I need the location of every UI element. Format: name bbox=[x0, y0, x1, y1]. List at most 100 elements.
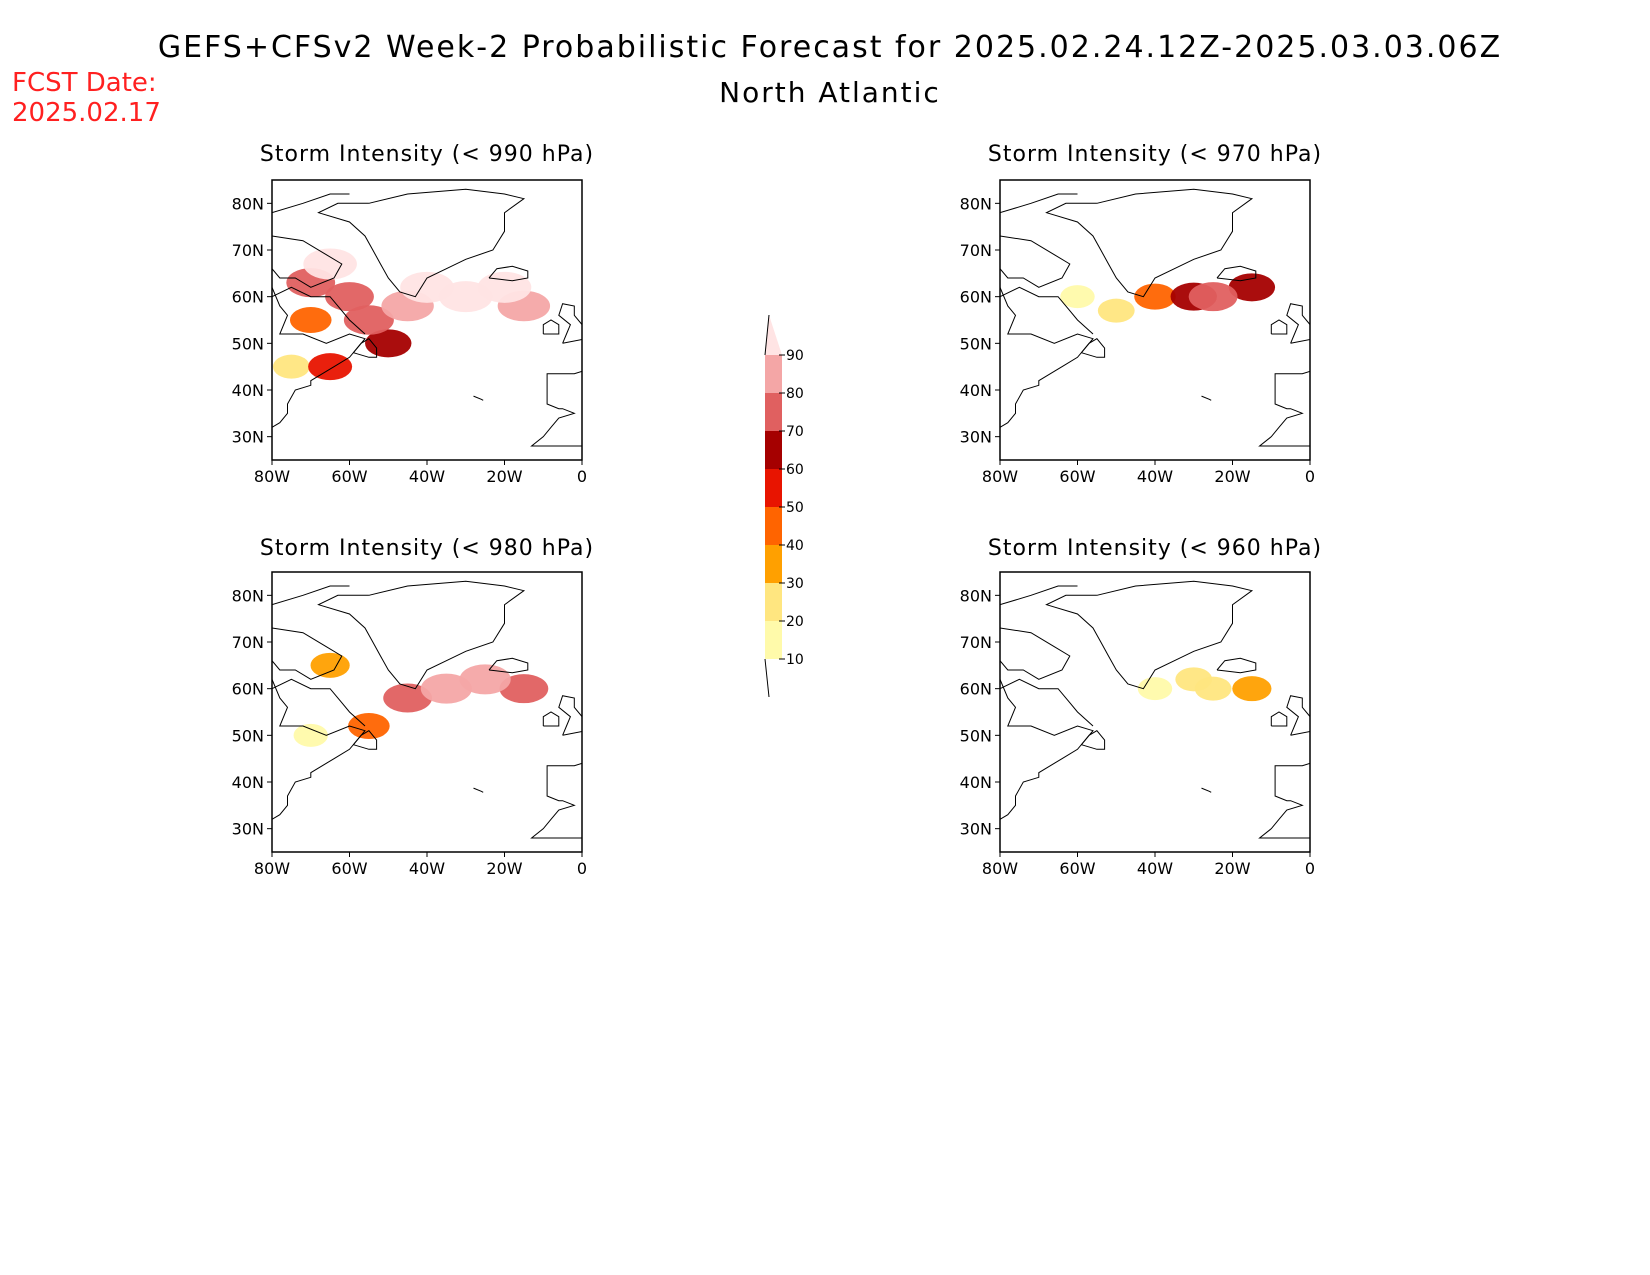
coastline bbox=[1216, 657, 1257, 674]
colorbar-swatch bbox=[765, 507, 782, 545]
lat-tick-label: 30N bbox=[232, 428, 264, 447]
lon-tick-label: 0 bbox=[577, 467, 587, 486]
lat-tick-label: 30N bbox=[960, 428, 992, 447]
probability-field bbox=[272, 248, 551, 381]
coastline bbox=[1000, 585, 1078, 606]
coastline bbox=[353, 730, 378, 750]
coastline bbox=[488, 265, 529, 282]
colorbar-label: 80 bbox=[786, 386, 804, 402]
colorbar-label: 40 bbox=[786, 538, 804, 554]
coastline bbox=[1216, 265, 1257, 282]
coastline bbox=[530, 762, 582, 839]
lat-tick-label: 70N bbox=[960, 633, 992, 652]
lat-tick-label: 40N bbox=[232, 381, 264, 400]
probability-cell bbox=[308, 353, 353, 381]
probability-cell bbox=[499, 674, 549, 704]
coastlines bbox=[272, 580, 582, 839]
probability-cell bbox=[459, 664, 511, 695]
colorbar-label: 90 bbox=[786, 348, 804, 364]
probability-cell bbox=[293, 723, 328, 747]
coastline bbox=[542, 711, 560, 727]
probability-cell bbox=[343, 305, 394, 335]
coastline bbox=[353, 338, 378, 358]
colorbar-label: 10 bbox=[786, 652, 804, 668]
lat-tick-label: 60N bbox=[232, 680, 264, 699]
map-panel-960: 80N 70N 60N 50N 40N 30N 80W 60W 40W 20W 0 bbox=[960, 571, 1315, 878]
coastline bbox=[1000, 678, 1094, 727]
lat-tick-label: 40N bbox=[960, 381, 992, 400]
fcst-date-label: FCST Date: bbox=[12, 68, 157, 98]
colorbar-cap-top bbox=[765, 315, 782, 355]
lon-tick-label: 0 bbox=[577, 859, 587, 878]
probability-field bbox=[1060, 273, 1276, 323]
lat-tick-label: 60N bbox=[232, 288, 264, 307]
coastline bbox=[1000, 286, 1094, 335]
coastline bbox=[1201, 395, 1212, 401]
coastline bbox=[272, 235, 343, 288]
lon-tick-label: 40W bbox=[1137, 859, 1173, 878]
lat-tick-label: 30N bbox=[960, 820, 992, 839]
lon-tick-label: 0 bbox=[1305, 859, 1315, 878]
probability-field bbox=[1137, 667, 1272, 702]
coastline bbox=[272, 678, 366, 727]
lat-tick-label: 50N bbox=[960, 726, 992, 745]
map-panel-990: 80N 70N 60N 50N 40N 30N 80W 60W 40W 20W 0 bbox=[232, 179, 587, 486]
probability-cell bbox=[325, 282, 374, 312]
coastline bbox=[1045, 580, 1254, 690]
coastline bbox=[1000, 679, 1094, 820]
lat-tick-label: 80N bbox=[960, 194, 992, 213]
lon-tick-label: 20W bbox=[486, 859, 522, 878]
lon-tick-label: 40W bbox=[409, 467, 445, 486]
coastline bbox=[272, 286, 366, 335]
panel-title-990: Storm Intensity (< 990 hPa) bbox=[259, 142, 595, 167]
coastline bbox=[1045, 188, 1254, 298]
lat-tick-label: 60N bbox=[960, 288, 992, 307]
probability-cell bbox=[420, 673, 472, 704]
coastline bbox=[272, 627, 343, 680]
colorbar-swatch bbox=[765, 431, 782, 469]
coastline bbox=[1201, 787, 1212, 793]
colorbar-label: 60 bbox=[786, 462, 804, 478]
colorbar-label: 70 bbox=[786, 424, 804, 440]
coastline bbox=[473, 787, 484, 793]
coastline bbox=[1081, 730, 1106, 750]
map-panel-980: 80N 70N 60N 50N 40N 30N 80W 60W 40W 20W 0 bbox=[232, 571, 587, 878]
coastline bbox=[1000, 627, 1071, 680]
coastline bbox=[530, 370, 582, 447]
lon-tick-label: 20W bbox=[486, 467, 522, 486]
lon-tick-label: 40W bbox=[1137, 467, 1173, 486]
forecast-title: GEFS+CFSv2 Week-2 Probabilistic Forecast… bbox=[157, 30, 1503, 65]
panel-title-980: Storm Intensity (< 980 hPa) bbox=[259, 536, 595, 561]
colorbar-label: 50 bbox=[786, 500, 804, 516]
coastline bbox=[1081, 338, 1106, 358]
coastline bbox=[272, 679, 366, 820]
map-frame bbox=[271, 571, 583, 853]
coastline bbox=[1000, 235, 1071, 288]
colorbar: 10 20 30 40 50 60 70 80 90 bbox=[764, 314, 804, 698]
colorbar-swatch bbox=[765, 393, 782, 431]
coastline bbox=[1270, 319, 1288, 335]
lat-tick-label: 40N bbox=[960, 773, 992, 792]
coastline bbox=[1270, 711, 1288, 727]
probability-cell bbox=[1232, 676, 1272, 702]
lon-tick-label: 80W bbox=[982, 467, 1018, 486]
colorbar-swatch bbox=[765, 545, 782, 583]
lat-tick-label: 70N bbox=[232, 241, 264, 260]
coastline bbox=[272, 287, 366, 428]
colorbar-label: 20 bbox=[786, 614, 804, 630]
coastline bbox=[272, 193, 350, 214]
colorbar-swatch bbox=[765, 621, 782, 659]
colorbar-label: 30 bbox=[786, 576, 804, 592]
colorbar-swatch bbox=[765, 469, 782, 507]
coastline bbox=[558, 303, 582, 344]
coastlines bbox=[272, 188, 582, 447]
coastline bbox=[272, 585, 350, 606]
lat-tick-label: 70N bbox=[232, 633, 264, 652]
coastline bbox=[542, 319, 560, 335]
colorbar-cap-edge bbox=[764, 658, 770, 698]
fcst-date-block: FCST Date: 2025.02.17 bbox=[12, 68, 161, 128]
colorbar-swatch bbox=[765, 583, 782, 621]
lat-tick-label: 50N bbox=[960, 334, 992, 353]
fcst-date-value: 2025.02.17 bbox=[12, 98, 161, 128]
coastline bbox=[317, 188, 526, 298]
